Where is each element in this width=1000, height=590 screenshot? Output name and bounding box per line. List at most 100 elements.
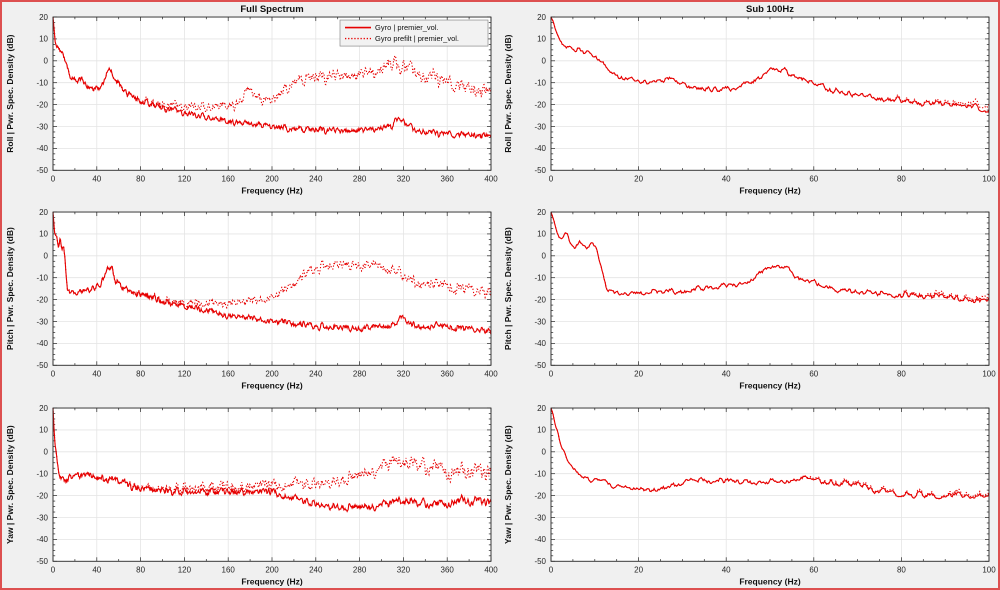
- x-tick-label: 80: [136, 565, 145, 574]
- legend-label: Gyro prefilt | premier_vol.: [375, 34, 459, 43]
- y-tick-label: -30: [534, 513, 546, 522]
- x-tick-label: 100: [982, 565, 996, 574]
- chart-title: Full Spectrum: [240, 4, 303, 15]
- chart-pitch-full-spectrum: 0 40 80 120 160 200 240 280 320 360 400-50-40-30-2…: [5, 208, 498, 391]
- y-tick-label: 20: [39, 403, 48, 412]
- x-tick-label: 280: [353, 370, 367, 379]
- y-tick-label: -20: [534, 296, 546, 305]
- subplot-pitch-full-spectrum: 0 40 80 120 160 200 240 280 320 360 400 -50 -40 -30 -2…: [2, 197, 500, 392]
- y-tick-label: -20: [36, 491, 48, 500]
- legend: Gyro | premier_vol. Gyro prefilt | premie…: [339, 19, 489, 47]
- x-tick-label: 360: [441, 174, 455, 183]
- subplot-yaw-full-spectrum: 0 40 80 120 160 200 240 280 320 360 400 -50 -40 -30 -2…: [2, 393, 500, 588]
- legend-label: Gyro | premier_vol.: [375, 23, 439, 32]
- y-tick-label: -40: [36, 144, 48, 153]
- x-tick-label: 60: [809, 370, 818, 379]
- y-tick-label: -30: [36, 318, 48, 327]
- y-tick-label: -10: [36, 469, 48, 478]
- y-tick-label: -40: [36, 340, 48, 349]
- y-tick-label: -30: [36, 122, 48, 131]
- x-axis-label: Frequency (Hz): [241, 185, 303, 195]
- y-tick-label: -10: [36, 79, 48, 88]
- chart-roll-sub-100hz: 0 20 40 60 80 100 -50 -40 -30 -20 -10 0 10 20 Sub 100H…: [503, 4, 996, 195]
- y-tick-label: 10: [537, 230, 546, 239]
- x-tick-label: 0: [51, 565, 56, 574]
- x-axis-label: Frequency (Hz): [241, 381, 303, 391]
- x-tick-label: 200: [265, 565, 279, 574]
- x-tick-label: 160: [222, 174, 236, 183]
- x-tick-label: 200: [265, 174, 279, 183]
- y-tick-label: -50: [36, 557, 48, 566]
- x-tick-label: 60: [809, 565, 818, 574]
- x-tick-label: 80: [136, 174, 145, 183]
- series-gyro-prefilt: [52, 16, 492, 113]
- x-tick-label: 240: [309, 370, 323, 379]
- x-tick-label: 400: [484, 370, 498, 379]
- y-axis-label: Roll | Pwr. Spec. Density (dB): [503, 34, 513, 152]
- x-tick-label: 120: [178, 565, 192, 574]
- y-tick-label: 20: [39, 13, 48, 22]
- y-axis-label: Pitch | Pwr. Spec. Density (dB): [503, 227, 513, 350]
- x-axis-label: Frequency (Hz): [739, 185, 801, 195]
- x-tick-label: 320: [397, 370, 411, 379]
- x-axis-label: Frequency (Hz): [739, 576, 801, 586]
- y-axis-label: Yaw | Pwr. Spec. Density (dB): [5, 425, 15, 544]
- y-tick-label: 0: [542, 252, 547, 261]
- y-tick-label: 20: [537, 13, 546, 22]
- y-tick-label: -40: [534, 535, 546, 544]
- x-tick-label: 400: [484, 174, 498, 183]
- y-tick-label: -10: [534, 469, 546, 478]
- y-tick-label: 0: [44, 57, 49, 66]
- x-tick-label: 240: [309, 565, 323, 574]
- series-gyro-prefilt: [52, 407, 492, 496]
- subplot-roll-sub-100hz: 0 20 40 60 80 100 -50 -40 -30 -20 -10 0 10 20 Sub 100H…: [500, 2, 998, 197]
- chart-yaw-sub-100hz: 0 20 40 60 80 100 -50 -40 -30 -20 -10 0 10 20 Frequenc…: [503, 403, 996, 586]
- y-tick-label: -50: [534, 361, 546, 370]
- y-tick-label: -10: [534, 274, 546, 283]
- x-tick-label: 20: [634, 565, 643, 574]
- series-gyro: [52, 407, 492, 513]
- y-tick-label: 10: [537, 35, 546, 44]
- y-tick-label: 0: [44, 252, 49, 261]
- y-tick-label: -30: [36, 513, 48, 522]
- x-tick-label: 60: [809, 174, 818, 183]
- x-tick-label: 0: [549, 565, 554, 574]
- chart-pitch-sub-100hz: 0 20 40 60 80 100 -50 -40 -30 -20 -10 0 10 20 Frequenc…: [503, 208, 996, 390]
- x-tick-label: 200: [265, 370, 279, 379]
- x-tick-label: 80: [897, 174, 906, 183]
- x-tick-label: 280: [353, 565, 367, 574]
- y-tick-label: -20: [534, 491, 546, 500]
- subplot-pitch-sub-100hz: 0 20 40 60 80 100 -50 -40 -30 -20 -10 0 10 20 Frequenc…: [500, 197, 998, 392]
- x-tick-label: 80: [897, 565, 906, 574]
- series-gyro-prefilt: [550, 16, 990, 109]
- x-tick-label: 100: [982, 174, 996, 183]
- x-tick-label: 320: [397, 174, 411, 183]
- x-tick-label: 0: [51, 174, 56, 183]
- y-tick-label: 20: [39, 208, 48, 217]
- y-axis-label: Pitch | Pwr. Spec. Density (dB): [5, 227, 15, 350]
- y-tick-label: 10: [537, 425, 546, 434]
- series-gyro-prefilt: [52, 212, 492, 310]
- x-tick-label: 120: [178, 174, 192, 183]
- series-gyro: [52, 16, 492, 139]
- x-tick-label: 0: [51, 370, 56, 379]
- subplot-yaw-sub-100hz: 0 20 40 60 80 100 -50 -40 -30 -20 -10 0 10 20 Frequenc…: [500, 393, 998, 588]
- y-tick-label: 0: [44, 447, 49, 456]
- y-tick-label: 20: [537, 208, 546, 217]
- x-axis-label: Frequency (Hz): [241, 576, 303, 586]
- x-tick-label: 0: [549, 370, 554, 379]
- x-tick-label: 40: [722, 565, 731, 574]
- x-tick-label: 40: [722, 174, 731, 183]
- chart-roll-full-spectrum: 0 40 80 120 160 200 240 280 320 360 400-50-40-30-2…: [5, 4, 498, 195]
- x-tick-label: 320: [397, 565, 411, 574]
- y-tick-label: 20: [537, 403, 546, 412]
- y-tick-label: -30: [534, 122, 546, 131]
- series-gyro-prefilt: [550, 212, 990, 302]
- x-tick-label: 160: [222, 370, 236, 379]
- y-tick-label: -10: [534, 79, 546, 88]
- x-tick-label: 400: [484, 565, 498, 574]
- x-tick-label: 240: [309, 174, 323, 183]
- chart-title: Sub 100Hz: [746, 4, 794, 15]
- x-tick-label: 360: [441, 565, 455, 574]
